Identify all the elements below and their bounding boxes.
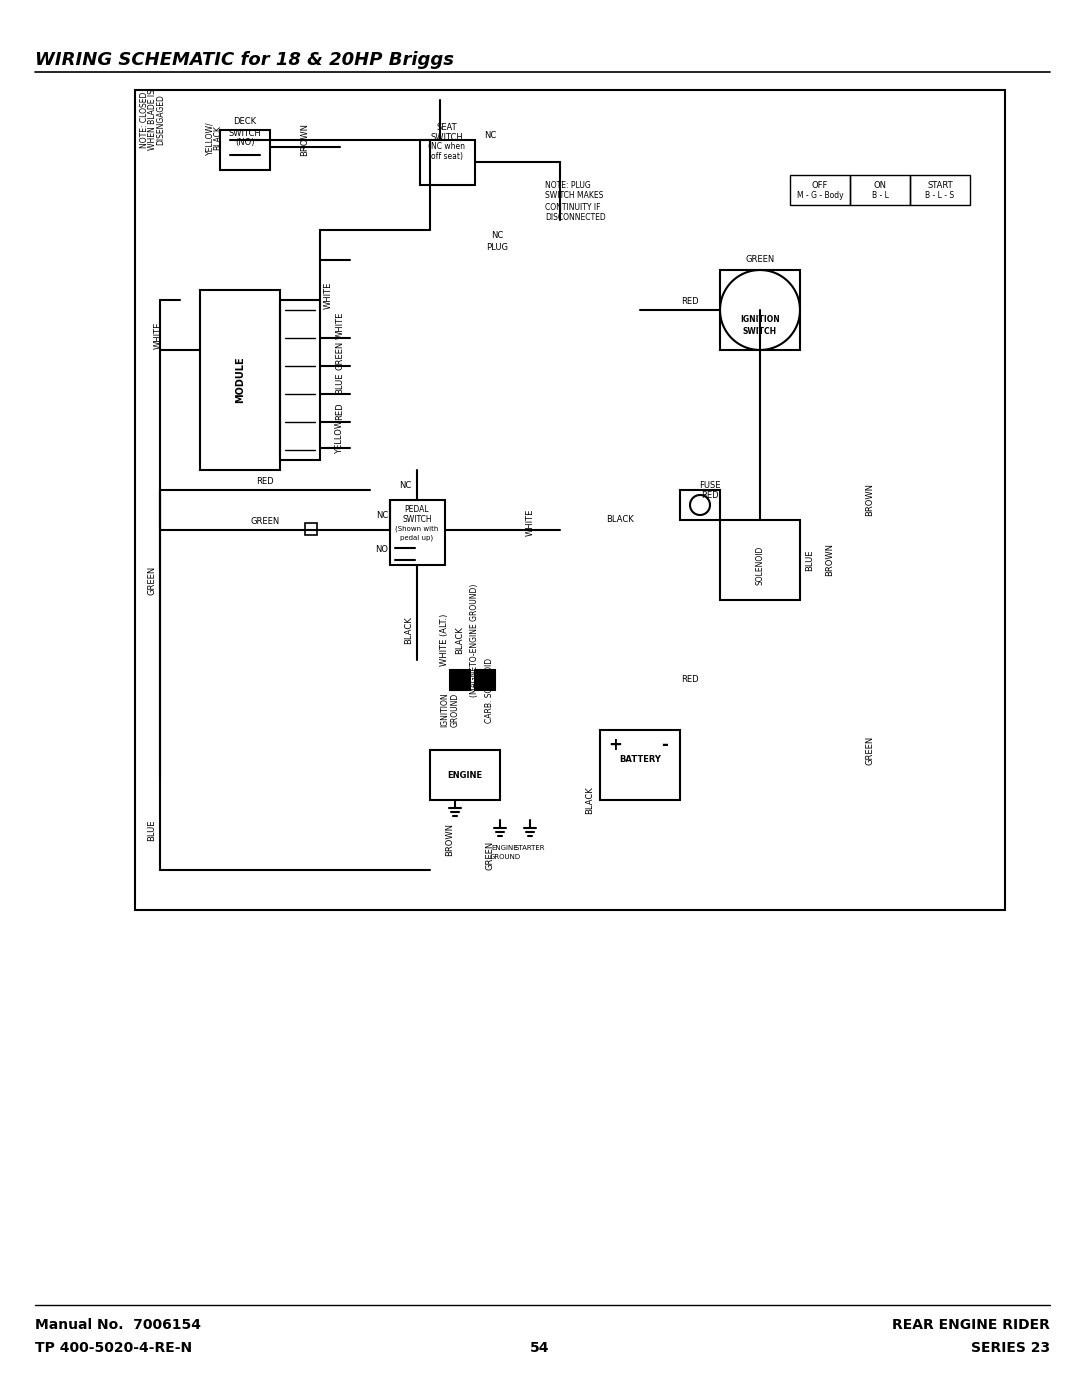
- Text: NOTE: PLUG: NOTE: PLUG: [545, 180, 591, 190]
- Text: BLACK: BLACK: [456, 626, 464, 654]
- Text: +: +: [608, 736, 622, 754]
- Text: SERIES 23: SERIES 23: [971, 1341, 1050, 1355]
- Bar: [220, 130, 270, 170]
- Text: NC: NC: [484, 130, 496, 140]
- Text: IGNITION: IGNITION: [740, 316, 780, 324]
- Text: ON: ON: [874, 180, 887, 190]
- Text: NC: NC: [399, 481, 411, 489]
- Bar: [305, 522, 318, 535]
- Bar: [789, 175, 850, 205]
- Text: NOTE: CLOSED: NOTE: CLOSED: [140, 92, 149, 148]
- Text: NO: NO: [376, 545, 389, 555]
- Text: BROWN: BROWN: [825, 543, 835, 577]
- Bar: [680, 490, 720, 520]
- Text: off seat): off seat): [431, 151, 463, 161]
- Text: GREEN: GREEN: [336, 341, 345, 370]
- Text: GREEN: GREEN: [865, 735, 875, 764]
- Text: IGNITION: IGNITION: [441, 693, 449, 728]
- Bar: [720, 270, 800, 351]
- Text: SOLENOID: SOLENOID: [756, 545, 765, 585]
- Text: BLACK: BLACK: [214, 126, 222, 151]
- Bar: [420, 140, 475, 184]
- Text: OFF: OFF: [812, 180, 828, 190]
- Text: TP 400-5020-4-RE-N: TP 400-5020-4-RE-N: [35, 1341, 192, 1355]
- Text: WHITE: WHITE: [324, 281, 333, 309]
- Text: NC: NC: [491, 231, 503, 239]
- Text: BLUE: BLUE: [806, 549, 814, 571]
- Bar: [280, 300, 320, 460]
- Bar: [475, 671, 495, 690]
- Text: -: -: [662, 736, 669, 754]
- Text: (NO): (NO): [235, 138, 255, 148]
- Text: SWITCH: SWITCH: [229, 129, 261, 137]
- Text: MODULE: MODULE: [235, 356, 245, 404]
- Text: DISCONNECTED: DISCONNECTED: [545, 214, 606, 222]
- Text: (NC when: (NC when: [429, 142, 465, 151]
- Text: STARTER: STARTER: [515, 845, 545, 851]
- Text: DECK: DECK: [233, 117, 257, 127]
- Text: Manual No.  7006154: Manual No. 7006154: [35, 1317, 201, 1331]
- Text: BLUE: BLUE: [148, 819, 157, 841]
- Text: BROWN: BROWN: [446, 823, 455, 856]
- Text: GREEN: GREEN: [148, 566, 157, 595]
- Text: CARB. SOLENOID: CARB. SOLENOID: [486, 658, 495, 722]
- Text: BROWN: BROWN: [865, 483, 875, 517]
- Text: B - L: B - L: [872, 190, 889, 200]
- Text: ENGINE: ENGINE: [447, 771, 483, 780]
- Text: YELLOW: YELLOW: [336, 420, 345, 454]
- Text: BLACK: BLACK: [585, 787, 594, 814]
- Text: SWITCH MAKES: SWITCH MAKES: [545, 191, 604, 201]
- Text: SWITCH: SWITCH: [431, 133, 463, 141]
- Text: M - G - Body: M - G - Body: [797, 190, 843, 200]
- Text: ENGINE: ENGINE: [491, 845, 518, 851]
- Text: RED: RED: [681, 676, 699, 685]
- Text: GREEN: GREEN: [486, 841, 495, 869]
- Text: GROUND: GROUND: [489, 854, 521, 861]
- Text: BLACK: BLACK: [405, 616, 414, 644]
- Text: WHITE: WHITE: [153, 321, 162, 349]
- Bar: [450, 671, 470, 690]
- Text: (MAGNETO-ENGINE GROUND): (MAGNETO-ENGINE GROUND): [471, 584, 480, 697]
- Text: RED: RED: [336, 402, 345, 420]
- Text: WHITE: WHITE: [336, 312, 345, 338]
- Text: SEAT: SEAT: [436, 123, 457, 133]
- Text: B - L - S: B - L - S: [926, 190, 955, 200]
- Text: BATTERY: BATTERY: [619, 756, 661, 764]
- Text: FUSE: FUSE: [699, 481, 720, 489]
- Text: RED: RED: [681, 298, 699, 306]
- Text: 54: 54: [530, 1341, 550, 1355]
- Text: WHITE (ALT.): WHITE (ALT.): [441, 613, 449, 666]
- Bar: [720, 520, 800, 599]
- Bar: [600, 731, 680, 800]
- Text: PLUG: PLUG: [486, 243, 508, 253]
- Text: CONTINUITY IF: CONTINUITY IF: [545, 203, 600, 211]
- Bar: [430, 750, 500, 800]
- Text: NC: NC: [376, 510, 388, 520]
- Text: BLACK: BLACK: [606, 515, 634, 524]
- Bar: [200, 291, 280, 469]
- Text: WIRING SCHEMATIC for 18 & 20HP Briggs: WIRING SCHEMATIC for 18 & 20HP Briggs: [35, 52, 454, 68]
- Text: WHITE: WHITE: [526, 509, 535, 535]
- Text: (Shown with: (Shown with: [395, 525, 438, 532]
- Text: GREEN: GREEN: [745, 256, 774, 264]
- Bar: [390, 500, 445, 564]
- Bar: [850, 175, 910, 205]
- Text: GREEN: GREEN: [251, 517, 280, 527]
- Text: START: START: [928, 180, 953, 190]
- Text: BROWN: BROWN: [300, 123, 310, 155]
- Text: RED: RED: [256, 478, 274, 486]
- Text: SWITCH: SWITCH: [402, 514, 432, 524]
- Text: RED: RED: [701, 490, 719, 500]
- Text: PEDAL: PEDAL: [405, 506, 430, 514]
- Text: REAR ENGINE RIDER: REAR ENGINE RIDER: [892, 1317, 1050, 1331]
- Text: pedal up): pedal up): [401, 535, 433, 541]
- Text: WHEN BLADE IS: WHEN BLADE IS: [148, 89, 157, 151]
- Text: SWITCH: SWITCH: [743, 327, 778, 335]
- Text: DISENGAGED: DISENGAGED: [156, 95, 165, 145]
- Text: GROUND: GROUND: [450, 693, 459, 726]
- Bar: [135, 89, 1005, 909]
- Text: BLUE: BLUE: [336, 372, 345, 394]
- Bar: [910, 175, 970, 205]
- Text: YELLOW/: YELLOW/: [205, 122, 215, 155]
